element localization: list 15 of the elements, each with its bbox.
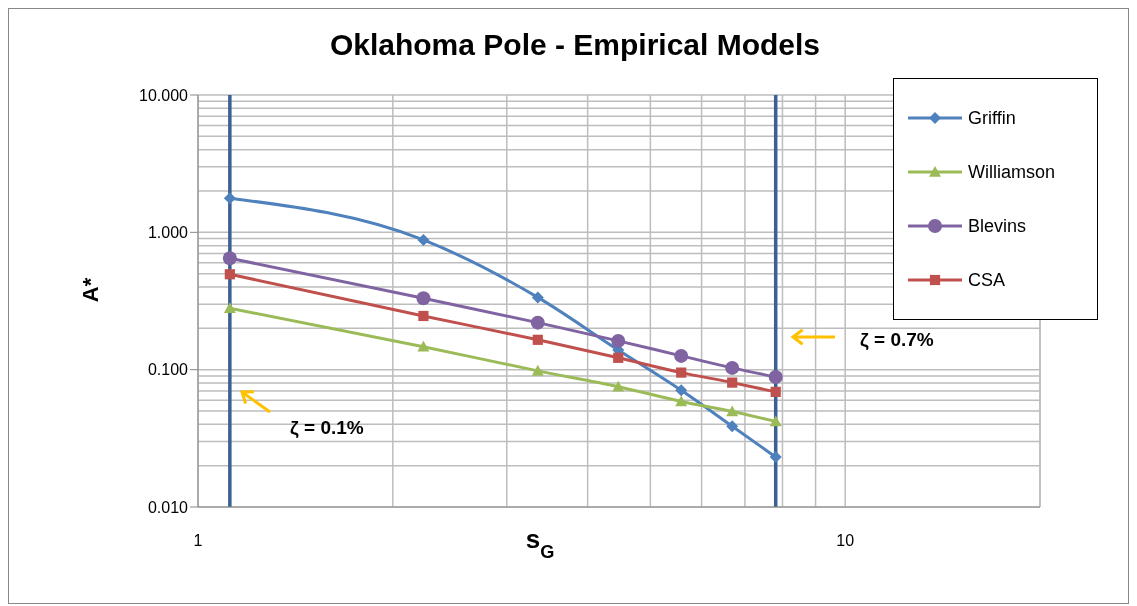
x-axis-title: s$_{G}$ (525, 524, 555, 562)
chart-title: Oklahoma Pole - Empirical Models (328, 28, 822, 62)
y-tick-label: 1.000 (147, 224, 189, 242)
y-axis-title: A* (78, 277, 103, 303)
annotation: ζ = 0.1% (290, 417, 364, 439)
y-tick-label: 0.010 (147, 498, 189, 516)
y-tick-label: 10.000 (139, 86, 189, 104)
y-tick-label: 0.100 (147, 361, 189, 379)
legend-label: Williamson (968, 161, 1056, 183)
annotation: ζ = 0.7% (860, 329, 934, 351)
x-tick-label: 10 (836, 532, 855, 550)
legend-label: Griffin (968, 107, 1016, 129)
legend-label: CSA (968, 269, 1006, 291)
x-tick-label: 1 (193, 532, 203, 550)
legend-label: Blevins (968, 215, 1027, 237)
